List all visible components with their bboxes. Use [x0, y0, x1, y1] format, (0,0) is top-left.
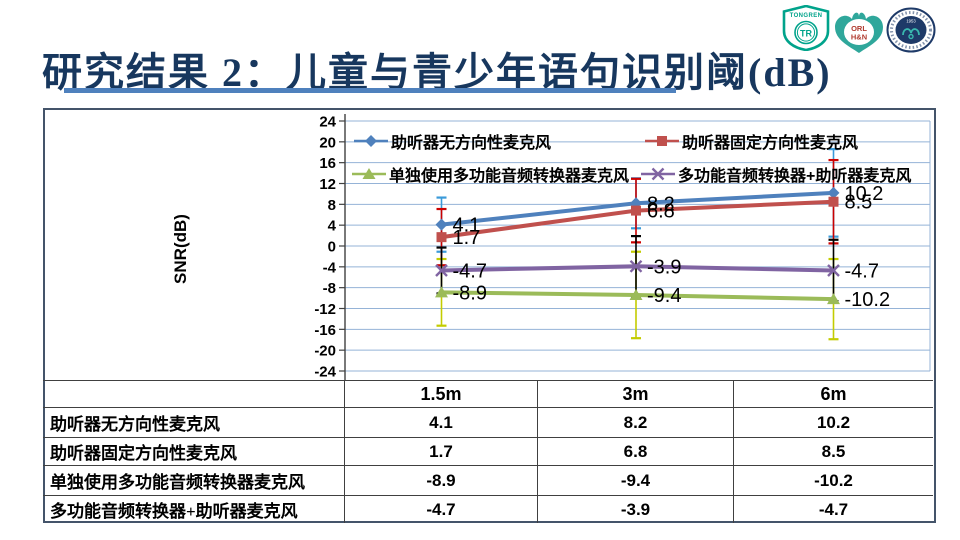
legend-label: 单独使用多功能音频转换器麦克风	[389, 168, 630, 185]
y-axis-title: SNR(dB)	[171, 214, 190, 284]
legend-item-3: 单独使用多功能音频转换器麦克风	[352, 162, 629, 186]
chart-panel	[43, 108, 936, 523]
table-value-cell: 8.2	[538, 408, 734, 438]
triangle-marker	[362, 168, 376, 179]
shield-ring-inner	[796, 23, 816, 42]
table-corner-cell	[43, 381, 345, 408]
table-value-cell: 4.1	[345, 408, 538, 438]
tongren-monogram: TR	[800, 29, 812, 39]
title-underline	[64, 88, 676, 93]
table-value-cell: -4.7	[818, 499, 849, 519]
x-marker	[651, 167, 665, 181]
table-header-1.5m: 1.5m	[345, 381, 538, 408]
emblem-core	[895, 16, 927, 44]
legend-label: 多功能音频转换器+助听器麦克风	[678, 168, 912, 185]
table-row-label: 多功能音频转换器+助听器麦克风	[43, 496, 345, 523]
legend-item-2: 助听器固定方向性麦克风	[645, 129, 858, 153]
shield-shape	[782, 5, 830, 51]
tongren-logo: TONGREN TR	[782, 5, 830, 51]
table-row-label: 助听器固定方向性麦克风	[43, 438, 345, 466]
emblem-glyph-dot	[908, 33, 914, 40]
legend-item-4: 多功能音频转换器+助听器麦克风	[641, 162, 911, 186]
table-value-cell: -3.9	[538, 496, 734, 523]
square-legend-marker-icon	[645, 136, 679, 146]
table-value-cell: 10.2	[734, 408, 933, 438]
legend-item-1: 助听器无方向性麦克风	[354, 129, 551, 153]
table-value-cell: -4.7	[345, 496, 538, 523]
table-value-cell: 8.5	[734, 438, 933, 466]
quatrefoil-center	[844, 19, 874, 45]
hospital-emblem-logo: 1953	[886, 7, 936, 53]
table-value-cell: -8.9	[345, 466, 538, 496]
emblem-text-ring	[890, 11, 932, 49]
square-marker	[657, 136, 667, 146]
x-legend-marker-icon	[641, 167, 675, 181]
shield-ring-outer	[794, 20, 818, 45]
emblem-year: 1953	[906, 19, 916, 24]
orl-han-logo: ORL H&N	[835, 12, 883, 53]
table-value-cell: 1.7	[345, 438, 538, 466]
table-row-label: 单独使用多功能音频转换器麦克风	[43, 466, 345, 496]
table-value-cell: -10.2	[734, 466, 933, 496]
table-header-3m: 3m	[538, 381, 734, 408]
orl-text: ORL	[851, 24, 867, 33]
data-table: 1.5m 3m 6m 助听器无方向性麦克风 4.1 8.2 10.2 助听器固定方向性麦克风 1…	[43, 380, 933, 523]
table-value-cell: -9.4	[538, 466, 734, 496]
table-value-cell: 6.8	[538, 438, 734, 466]
page-title: 研究结果 2：儿童与青少年语句识别阈(dB)	[42, 50, 832, 95]
tongren-text: TONGREN	[790, 13, 823, 19]
diamond-marker	[365, 135, 377, 147]
emblem-glyph	[902, 28, 920, 36]
table-header-6m: 6m	[734, 381, 933, 408]
table-row-label: 助听器无方向性麦克风	[43, 408, 345, 438]
hn-text: H&N	[851, 33, 867, 42]
legend-label: 助听器固定方向性麦克风	[682, 135, 859, 152]
diamond-legend-marker-icon	[354, 135, 388, 147]
triangle-legend-marker-icon	[352, 168, 386, 179]
legend-label: 助听器无方向性麦克风	[391, 135, 552, 152]
